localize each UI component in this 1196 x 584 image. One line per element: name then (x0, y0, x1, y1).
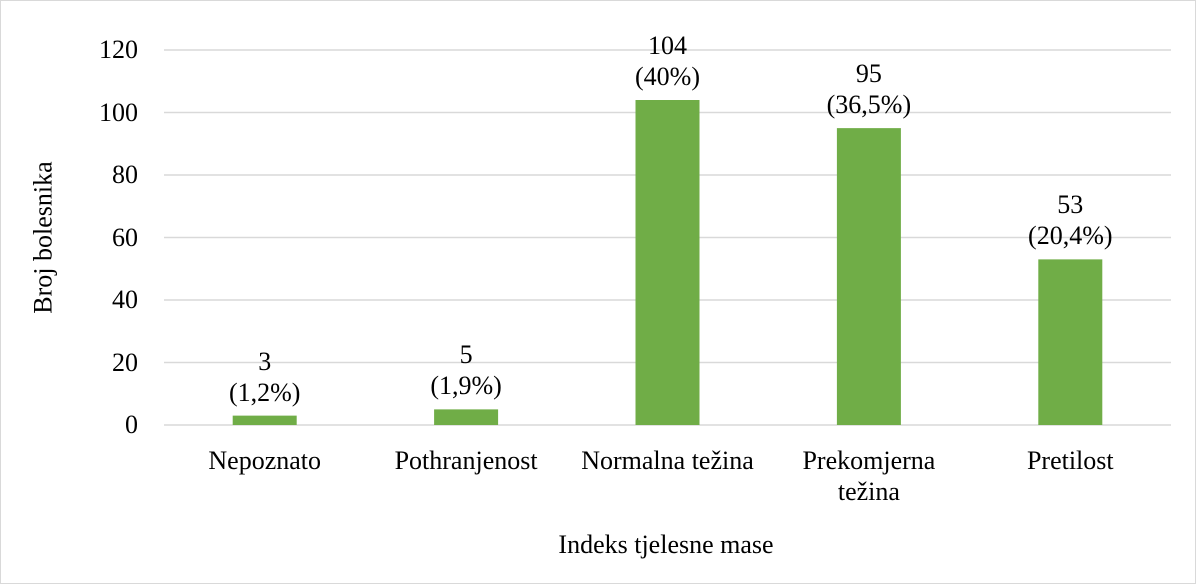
x-tick-label: Pothranjenost (394, 446, 538, 475)
x-tick-label: Pretilost (1026, 446, 1114, 475)
x-tick-label: Prekomjerna težina (802, 446, 936, 506)
bar (232, 415, 297, 425)
y-tick-label: 0 (125, 410, 138, 439)
y-tick-label: 20 (112, 347, 138, 377)
bar (836, 128, 901, 425)
y-tick-label: 40 (112, 285, 138, 314)
y-tick-label: 100 (99, 97, 138, 127)
x-tick-label: Normalna težina (581, 446, 754, 475)
y-tick-label: 80 (112, 160, 138, 189)
x-tick-label: Nepoznato (208, 446, 321, 475)
data-label: 104 (40%) (635, 31, 700, 91)
x-axis-title: Indeks tjelesne mase (558, 530, 774, 559)
data-label: 53 (20,4%) (1028, 190, 1113, 251)
data-label: 3 (1,2%) (228, 346, 301, 407)
bar (635, 100, 700, 425)
y-tick-label: 120 (99, 35, 138, 64)
y-tick-label: 60 (112, 222, 138, 252)
bar (1038, 259, 1103, 425)
y-axis-title: Broj bolesnika (28, 161, 58, 314)
data-label: 95 (36,5%) (826, 59, 912, 120)
bar (434, 409, 499, 425)
data-label: 5 (1,9%) (430, 340, 502, 401)
